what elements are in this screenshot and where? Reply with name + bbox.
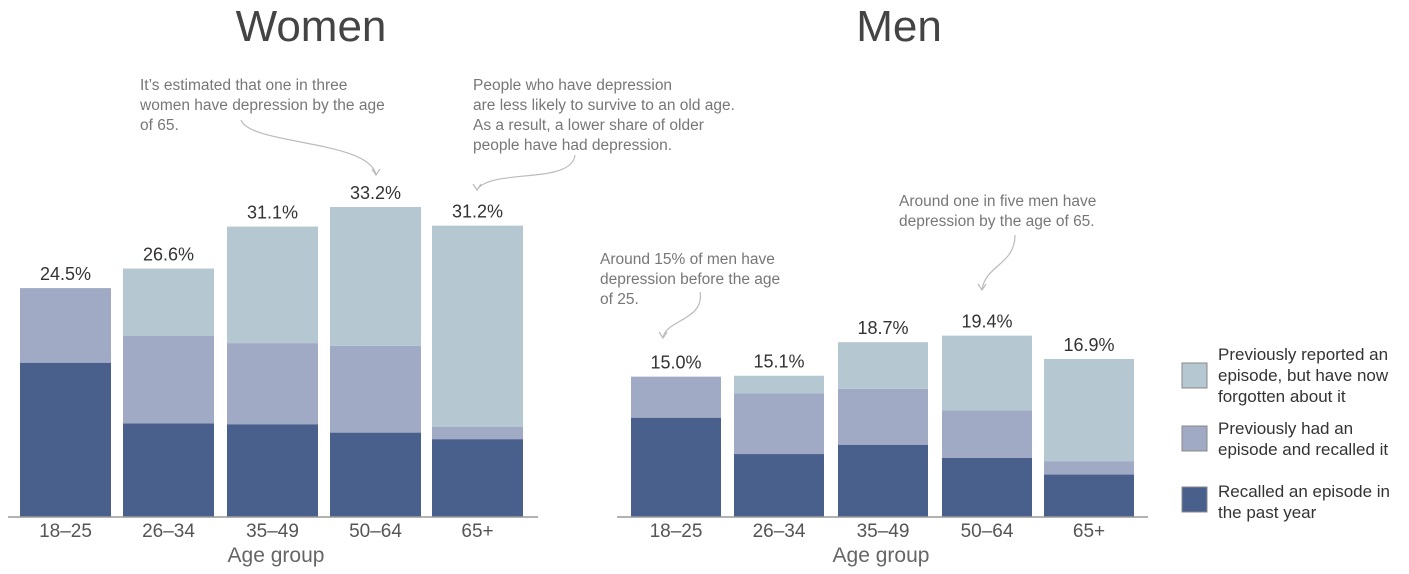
bar-segment-recalled [432, 427, 523, 440]
legend-line: Recalled an episode in [1218, 482, 1390, 501]
bar-segment-forgotten [123, 268, 214, 336]
bar-segment-past_year [1044, 474, 1134, 517]
total-label: 15.0% [650, 353, 701, 373]
annotation-arrowhead [658, 331, 668, 340]
x-tick-label: 50–64 [961, 521, 1014, 542]
legend-line: episode, but have now [1218, 366, 1389, 385]
bar-segment-past_year [942, 457, 1032, 517]
legend-label: Previously reported an episode, but have … [1218, 345, 1389, 406]
legend-swatch-recalled [1181, 425, 1208, 452]
total-label: 16.9% [1063, 335, 1114, 355]
bar-segment-forgotten [1044, 358, 1134, 462]
x-tick-label: 26–34 [753, 521, 806, 542]
annotation-arrow [981, 234, 1016, 291]
annotation-text: Around one in five men have depression by… [899, 193, 1096, 230]
legend-label: Previously had an episode and recalled it [1218, 419, 1388, 459]
bar-segment-recalled [330, 345, 421, 433]
x-tick-label: 35–49 [246, 521, 299, 542]
x-tick-label: 18–25 [39, 521, 92, 542]
bar-segment-past_year [20, 362, 111, 517]
annotation-line: of 25. [600, 291, 639, 308]
annotation-line: women have depression by the age [139, 97, 385, 114]
total-label: 24.5% [40, 264, 91, 284]
annotation-arrow [662, 291, 701, 339]
annotation-line: It’s estimated that one in three [140, 77, 347, 94]
x-axis-label: Age group [833, 544, 930, 567]
bar-segment-past_year [123, 423, 214, 517]
legend-line: Previously reported an [1218, 345, 1388, 364]
x-tick-label: 65+ [1073, 521, 1105, 542]
bar-segment-recalled [20, 288, 111, 363]
annotation-line: depression before the age [600, 271, 780, 288]
legend-swatch-forgotten [1181, 362, 1208, 389]
legend-line: Previously had an [1218, 419, 1353, 438]
legend-line: episode and recalled it [1218, 440, 1388, 459]
annotation-line: people have had depression. [473, 137, 672, 154]
annotation-text: It’s estimated that one in three women ha… [139, 77, 385, 134]
chart-title: Men [856, 2, 942, 51]
men-panel: Men 15.0% 18–25 15.1% 26–34 18.7% 35–49 19.4% 50… [600, 2, 1148, 567]
legend-label: Recalled an episode in the past year [1218, 482, 1390, 522]
annotation-line: of 65. [140, 117, 179, 134]
annotation-line: People who have depression [473, 77, 672, 94]
x-tick-label: 26–34 [142, 521, 195, 542]
bar-segment-forgotten [838, 342, 928, 389]
x-tick-label: 65+ [461, 521, 493, 542]
women-panel: Women 24.5% 18–25 26.6% 26–34 31.1% 35–49 33.2%… [8, 2, 735, 567]
bar-segment-past_year [631, 417, 721, 517]
annotation-arrowhead [371, 168, 381, 177]
annotation-arrow [476, 154, 576, 191]
annotation-text: People who have depression are less likel… [473, 77, 735, 154]
annotation-line: Around 15% of men have [600, 251, 775, 268]
bar-segment-forgotten [227, 226, 318, 344]
bar-segment-recalled [227, 343, 318, 425]
annotation-line: Around one in five men have [899, 193, 1096, 210]
chart-title: Women [236, 2, 387, 51]
total-label: 31.1% [247, 203, 298, 223]
x-tick-label: 35–49 [857, 521, 910, 542]
legend: Previously reported an episode, but have … [1181, 345, 1390, 522]
legend-line: forgotten about it [1218, 387, 1346, 406]
bar-segment-forgotten [330, 207, 421, 346]
annotation-arrowhead [472, 183, 482, 192]
total-label: 15.1% [753, 352, 804, 372]
bar-segment-recalled [123, 335, 214, 424]
annotation-line: depression by the age of 65. [899, 213, 1095, 230]
bar-segment-past_year [227, 424, 318, 517]
bar-segment-recalled [1044, 461, 1134, 475]
bar-segment-past_year [330, 432, 421, 517]
legend-line: the past year [1218, 503, 1317, 522]
bar-segment-recalled [838, 388, 928, 445]
annotation-arrowhead [977, 283, 987, 292]
annotation-arrow [240, 119, 377, 176]
bar-segment-recalled [942, 410, 1032, 458]
total-label: 31.2% [452, 202, 503, 222]
total-label: 18.7% [857, 318, 908, 338]
x-tick-label: 18–25 [650, 521, 703, 542]
bar-segment-forgotten [734, 375, 824, 394]
legend-swatch-past_year [1181, 486, 1208, 513]
x-tick-label: 50–64 [349, 521, 402, 542]
total-label: 33.2% [350, 183, 401, 203]
bar-segment-past_year [734, 454, 824, 517]
bar-segment-recalled [734, 393, 824, 455]
total-label: 19.4% [961, 312, 1012, 332]
bar-segment-forgotten [432, 225, 523, 428]
x-axis-label: Age group [228, 544, 325, 567]
annotation-line: As a result, a lower share of older [473, 117, 704, 134]
annotation-line: are less likely to survive to an old age… [473, 97, 735, 114]
bar-segment-recalled [631, 376, 721, 418]
total-label: 26.6% [143, 245, 194, 265]
bar-segment-forgotten [942, 335, 1032, 411]
bar-segment-past_year [838, 444, 928, 517]
annotation-text: Around 15% of men have depression before … [600, 251, 780, 308]
bar-segment-past_year [432, 439, 523, 517]
